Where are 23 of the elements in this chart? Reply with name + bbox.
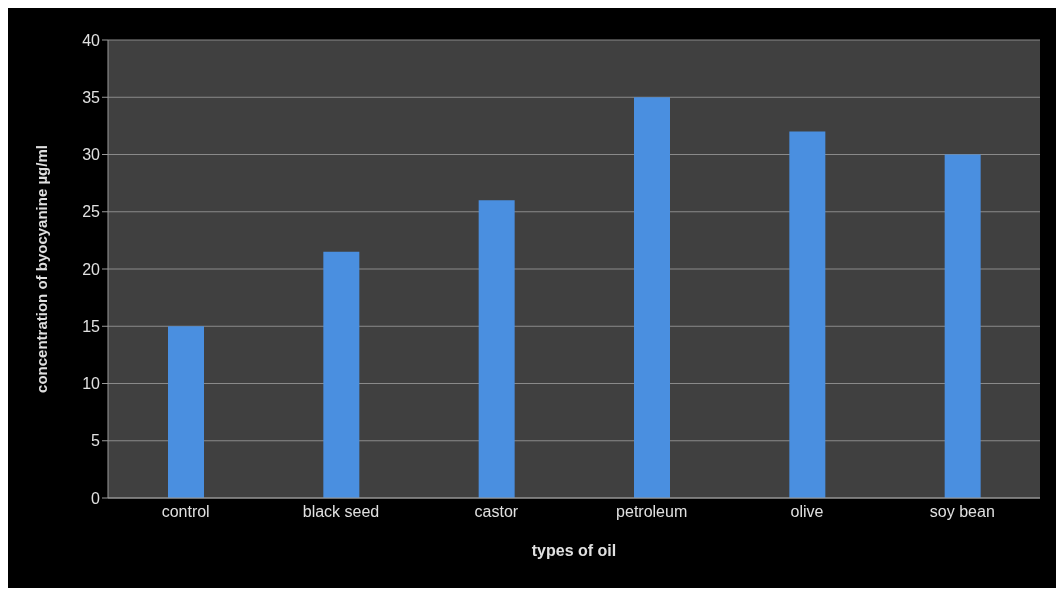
- y-tick-label: 35: [82, 88, 101, 106]
- bar: [323, 251, 360, 498]
- x-tick-label: petroleum: [616, 503, 688, 521]
- bar: [478, 200, 515, 498]
- x-tick-label: olive: [790, 503, 824, 521]
- y-tick-label: 15: [82, 317, 101, 335]
- y-tick-label: 20: [82, 260, 101, 278]
- bar: [634, 97, 670, 498]
- y-tick-label: 10: [82, 375, 101, 393]
- x-tick-label: black seed: [302, 503, 380, 521]
- x-tick-label: soy bean: [929, 503, 995, 521]
- y-tick-label: 25: [82, 203, 101, 221]
- y-tick-label: 5: [91, 432, 101, 450]
- y-tick-label: 0: [91, 489, 101, 507]
- y-axis-title: concentration of byocyanine µg/ml: [33, 145, 51, 393]
- bar: [168, 326, 204, 498]
- x-tick-label: control: [161, 503, 210, 521]
- bar: [944, 154, 981, 498]
- y-tick-label: 30: [82, 146, 101, 164]
- bar: [789, 131, 826, 498]
- x-axis-title: types of oil: [531, 542, 617, 559]
- y-tick-label: 40: [82, 31, 101, 49]
- x-tick-label: castor: [474, 503, 519, 521]
